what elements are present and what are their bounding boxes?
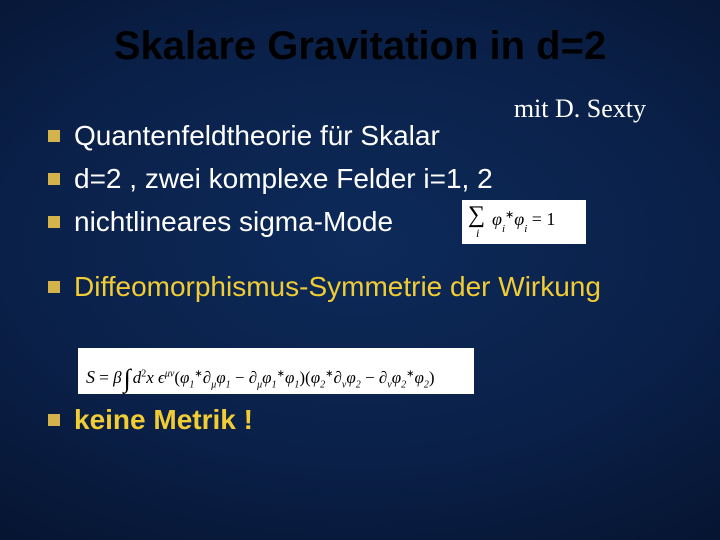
formula-action: S = β∫d2x ϵμν(φ1∗∂μφ1 − ∂μφ1∗φ1)(φ2∗∂νφ2… <box>78 348 474 394</box>
slide: Skalare Gravitation in d=2 mit D. Sexty … <box>0 0 720 540</box>
formula-constraint: ∑ i φi∗φi = 1 <box>462 200 586 244</box>
square-bullet-icon <box>48 216 60 228</box>
bullet-text: keine Metrik ! <box>74 402 680 439</box>
bullet-text: nichtlineares sigma-Mode <box>74 204 680 241</box>
bullet-text: d=2 , zwei komplexe Felder i=1, 2 <box>74 161 680 198</box>
square-bullet-icon <box>48 281 60 293</box>
bullet-item: Quantenfeldtheorie für Skalar <box>48 118 680 155</box>
square-bullet-icon <box>48 414 60 426</box>
bullet-text: Quantenfeldtheorie für Skalar <box>74 118 680 155</box>
formula-content: S = β∫d2x ϵμν(φ1∗∂μφ1 − ∂μφ1∗φ1)(φ2∗∂νφ2… <box>86 352 466 398</box>
formula-content: ∑ i φi∗φi = 1 <box>468 204 580 240</box>
bullet-item: keine Metrik ! <box>48 402 680 439</box>
square-bullet-icon <box>48 173 60 185</box>
bullet-item: Diffeomorphismus-Symmetrie der Wirkung <box>48 269 680 306</box>
slide-title: Skalare Gravitation in d=2 <box>0 24 720 69</box>
square-bullet-icon <box>48 130 60 142</box>
bullet-text: Diffeomorphismus-Symmetrie der Wirkung <box>74 269 680 306</box>
bullet-item: d=2 , zwei komplexe Felder i=1, 2 <box>48 161 680 198</box>
